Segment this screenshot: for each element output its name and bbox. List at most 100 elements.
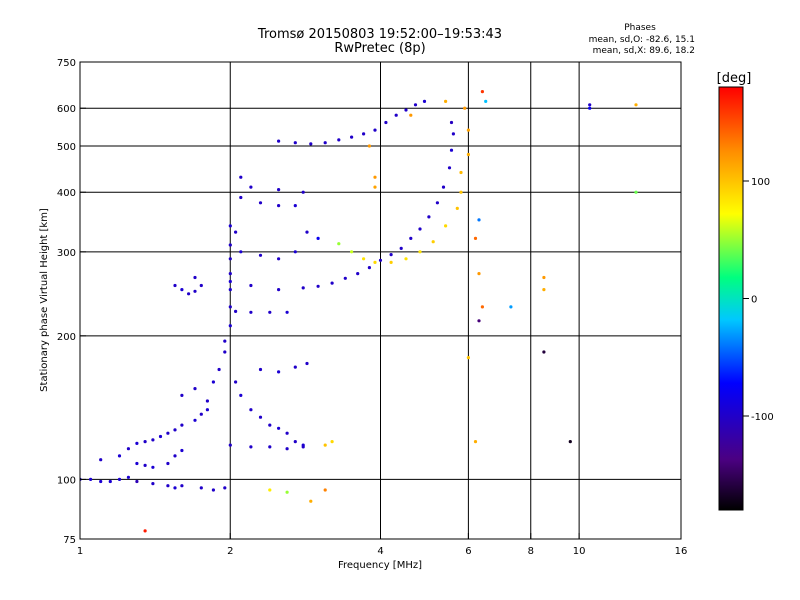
echo-point [234, 380, 238, 384]
echo-point [249, 408, 253, 412]
echo-point [451, 132, 455, 136]
x-tick-label: 6 [465, 546, 471, 557]
echo-point [404, 108, 408, 112]
echo-point [301, 190, 305, 194]
echo-point [173, 428, 177, 432]
echo-point [180, 393, 184, 397]
grid-lines [80, 62, 681, 539]
echo-point [211, 488, 215, 492]
echo-point [409, 236, 413, 240]
echo-point [277, 370, 281, 374]
echo-point [444, 99, 448, 103]
echo-point [228, 272, 232, 276]
echo-point [193, 275, 197, 280]
echo-point [343, 276, 347, 280]
echo-point [350, 135, 354, 139]
echo-point [399, 246, 403, 250]
echo-point [634, 103, 638, 107]
x-tick-label: 16 [675, 546, 688, 557]
echo-point [249, 310, 253, 314]
echo-point [89, 477, 93, 481]
echo-point [228, 279, 232, 284]
echo-point [187, 292, 191, 296]
echo-point [542, 275, 546, 280]
echo-point [301, 286, 305, 290]
echo-point [277, 204, 281, 208]
echo-point [362, 132, 366, 136]
x-tick-label: 8 [528, 546, 534, 557]
echo-point [373, 175, 377, 179]
echo-point [316, 284, 320, 288]
echo-point [449, 120, 454, 125]
echo-point [180, 448, 184, 453]
echo-point [180, 484, 184, 488]
echo-point [277, 426, 281, 430]
stats-x-mode: mean, sd,X: 89.6, 18.2 [593, 46, 695, 56]
echo-point [258, 415, 263, 419]
echo-point [99, 458, 103, 462]
echo-point [193, 387, 197, 391]
echo-point [199, 486, 203, 490]
echo-point [166, 484, 170, 488]
echo-point [568, 440, 572, 444]
echo-point [228, 288, 232, 292]
echo-point [330, 281, 334, 285]
echo-point [117, 477, 122, 481]
echo-point [509, 305, 513, 309]
echo-point [223, 486, 227, 490]
echo-point [293, 365, 297, 369]
echo-point [588, 106, 592, 110]
echo-point [477, 272, 481, 276]
echo-point [249, 445, 253, 449]
echo-point [427, 215, 431, 219]
echo-point [268, 310, 272, 314]
y-tick-label: 75 [63, 535, 76, 546]
echo-point [258, 253, 263, 257]
echo-point [234, 230, 238, 234]
echo-point [367, 144, 371, 148]
colorbar-ticks: -100 0 100 [743, 177, 774, 423]
x-tick-label: 4 [377, 546, 383, 557]
echo-point [239, 175, 243, 179]
echo-point [258, 201, 263, 205]
y-tick-label: 500 [57, 142, 76, 153]
echo-point [293, 250, 297, 254]
echo-point [285, 431, 289, 435]
title-line-1: Tromsø 20150803 19:52:00–19:53:43 [257, 27, 502, 42]
echo-point [337, 242, 341, 246]
echo-point [542, 288, 546, 292]
echo-point [301, 445, 305, 449]
echo-point [223, 350, 227, 354]
echo-point [277, 257, 281, 261]
echo-point [180, 423, 184, 427]
echo-point [404, 257, 408, 261]
echo-point [151, 465, 155, 469]
echo-point [173, 454, 177, 458]
echo-point [158, 434, 163, 439]
echo-point [330, 440, 334, 444]
echo-point [228, 224, 232, 228]
x-axis-ticks: 1 2 4 6 8 10 16 [77, 533, 688, 557]
colorbar-label: [deg] [717, 71, 752, 86]
echo-point [239, 195, 243, 200]
echo-point [378, 258, 383, 262]
echo-point [373, 128, 377, 132]
echo-point [234, 309, 238, 313]
echo-point [477, 319, 481, 323]
y-tick-label: 200 [57, 332, 76, 343]
echo-point [239, 250, 243, 254]
echo-point [459, 170, 463, 175]
echo-point [239, 393, 243, 397]
echo-point [337, 138, 341, 142]
echo-point [268, 445, 272, 449]
echo-point [367, 266, 371, 270]
echo-point [193, 418, 197, 422]
echo-point [418, 227, 422, 231]
echo-point [413, 103, 418, 107]
echo-point [473, 236, 478, 240]
echo-point [459, 190, 463, 194]
echo-point [293, 141, 297, 145]
echo-point [205, 408, 209, 412]
echo-point [285, 490, 289, 494]
